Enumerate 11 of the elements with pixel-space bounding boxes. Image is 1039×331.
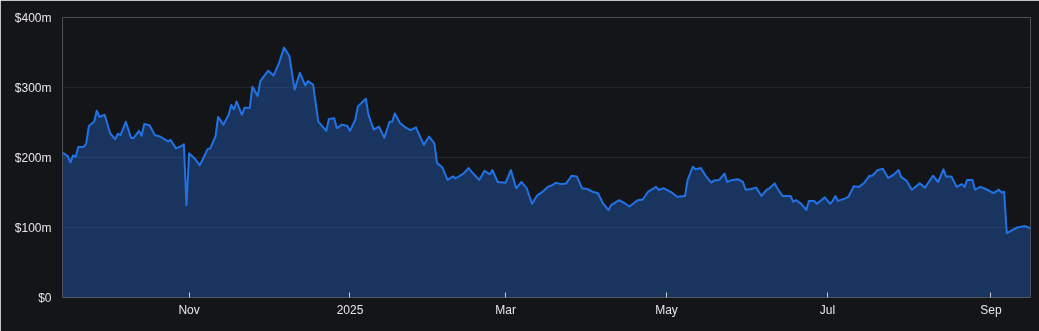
y-tick-label: $0 xyxy=(38,290,52,305)
x-tick-label: Nov xyxy=(178,302,200,317)
x-tick-label: Sep xyxy=(980,302,1002,317)
y-tick-label: $300m xyxy=(14,80,52,95)
x-tick-label: Jul xyxy=(819,302,836,317)
y-tick-label: $200m xyxy=(14,150,52,165)
y-tick-label: $100m xyxy=(14,220,52,235)
x-tick-label: Mar xyxy=(495,302,516,317)
x-tick-label: May xyxy=(655,302,678,317)
x-tick-label: 2025 xyxy=(336,302,364,317)
y-tick-label: $400m xyxy=(14,10,52,25)
